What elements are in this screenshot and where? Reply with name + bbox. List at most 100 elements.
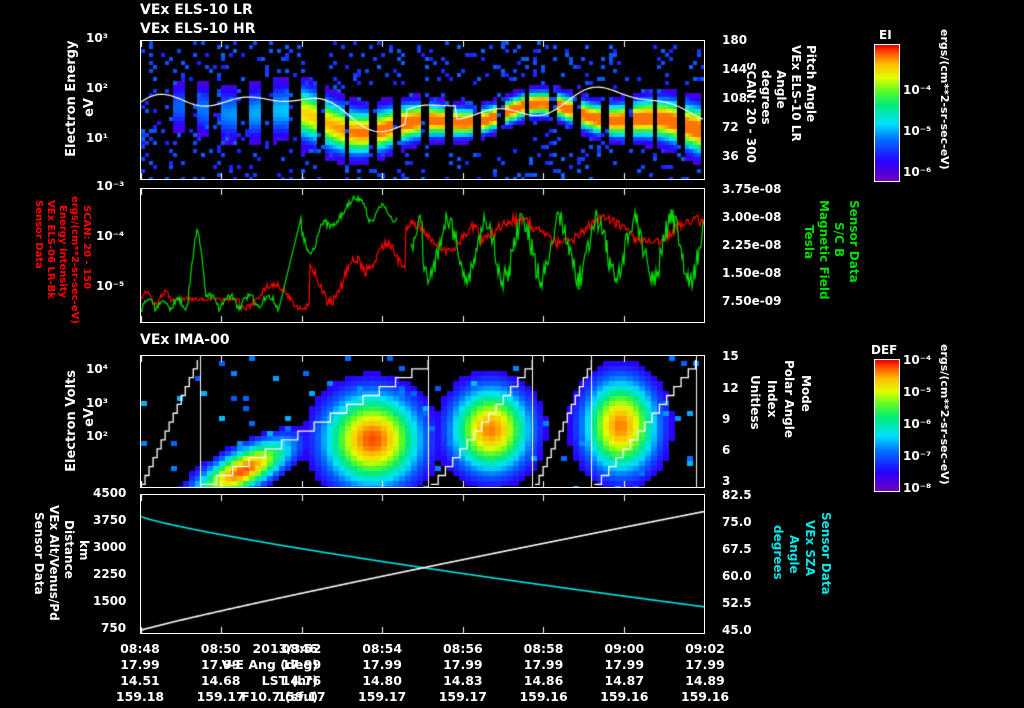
bottom-cell-ve-ang-0: 17.99 xyxy=(120,657,160,672)
bottom-table: 2013/346 V-E Ang (deg) LST (hr) F10.7 (s… xyxy=(0,640,1024,708)
panel4-ytick-3: 2250 xyxy=(93,567,127,581)
bottom-row-label-3: F10.7 (sfu) xyxy=(241,689,318,704)
panel4-y2tick-3: 60.0 xyxy=(722,569,752,583)
panel2-right-axis-label-1: S/C B xyxy=(832,222,846,258)
panel1-colorbar-tick-2: 10⁻⁶ xyxy=(903,165,932,179)
panel3-y2tick-0: 15 xyxy=(722,349,739,363)
panel4-ytick-2: 3000 xyxy=(93,540,127,554)
panel1-colorbar[interactable] xyxy=(874,44,900,182)
panel1-title-lr: VEx ELS-10 LR xyxy=(140,2,253,18)
panel1-right-axis-label-1: VEx ELS-10 LR xyxy=(789,45,803,142)
panel2-left-axis-label-2: Energy Intensity xyxy=(57,205,68,299)
bottom-cell-ve-ang-2: 17.99 xyxy=(281,657,322,672)
panel4-left-axis-label-0: Sensor Data xyxy=(32,512,46,595)
panel4-ytick-0: 4500 xyxy=(93,486,127,500)
panel2-y2tick-3: 1.50e-08 xyxy=(722,266,782,280)
panel1-y2tick-4: 36 xyxy=(722,149,739,163)
panel3-title: VEx IMA-00 xyxy=(140,332,230,348)
bottom-cell-ve-ang-1: 17.99 xyxy=(200,657,241,672)
panel3-colorbar-label: DEF xyxy=(871,343,898,357)
panel3-colorbar[interactable] xyxy=(874,359,900,492)
panel3-colorbar-tick-4: 10⁻⁸ xyxy=(903,481,932,495)
panel4-plot-area[interactable] xyxy=(140,494,705,634)
panel1-plot-area[interactable] xyxy=(140,40,705,180)
panel1-y2tick-3: 72 xyxy=(722,120,739,134)
panel4-y2tick-4: 52.5 xyxy=(722,596,752,610)
panel2-y2tick-0: 3.75e-08 xyxy=(722,182,782,196)
panel4-y2tick-5: 45.0 xyxy=(722,623,752,637)
bottom-cell-f107-6: 159.16 xyxy=(600,689,649,704)
panel2-plot-area[interactable] xyxy=(140,188,705,323)
panel4-right-axis-label-0: Sensor Data xyxy=(819,512,833,595)
panel4-left-axis-label-3: km xyxy=(77,540,91,561)
panel3-ytick-0: 10⁴ xyxy=(86,362,108,376)
panel1-right-axis-label-3: degrees xyxy=(759,70,773,125)
bottom-cell-time-4: 08:56 xyxy=(442,641,483,656)
panel4-right-axis-label-2: Angle xyxy=(787,535,801,574)
bottom-row-label-2: LST (hr) xyxy=(261,673,318,688)
bottom-cell-time-7: 09:02 xyxy=(685,641,725,656)
panel4-right-axis-label-3: degrees xyxy=(771,525,785,580)
bottom-cell-time-1: 08:50 xyxy=(200,641,241,656)
panel1-colorbar-tick-1: 10⁻⁵ xyxy=(903,124,932,138)
panel4-right-axis-label-1: VEx SZA xyxy=(803,520,817,577)
panel1-ytick-2: 10¹ xyxy=(86,131,108,145)
panel1-y2tick-0: 180 xyxy=(722,33,748,47)
panel2-left-axis-label-1: VEx ELS-06 LR-Bk xyxy=(45,200,56,299)
panel2-right-axis-label-2: Magnetic Field xyxy=(817,200,831,300)
panel1-title-hr: VEx ELS-10 HR xyxy=(140,21,256,37)
bottom-cell-ve-ang-3: 17.99 xyxy=(362,657,402,672)
panel3-y2tick-4: 3 xyxy=(722,474,731,488)
panel4-ytick-5: 750 xyxy=(101,621,127,635)
bottom-cell-time-0: 08:48 xyxy=(120,641,160,656)
bottom-cell-lst-7: 14.89 xyxy=(685,673,725,688)
panel3-ytick-1: 10³ xyxy=(86,396,108,410)
panel3-right-axis-label-2: Index xyxy=(765,380,779,418)
bottom-cell-f107-0: 159.18 xyxy=(115,689,165,704)
bottom-cell-f107-3: 159.17 xyxy=(358,689,407,704)
panel1-ytick-0: 10³ xyxy=(86,31,108,45)
bottom-cell-ve-ang-5: 17.99 xyxy=(523,657,564,672)
panel2-y2tick-1: 3.00e-08 xyxy=(722,210,782,224)
bottom-cell-lst-3: 14.80 xyxy=(362,673,402,688)
panel3-y2tick-2: 9 xyxy=(722,412,731,426)
panel2-y2tick-4: 7.50e-09 xyxy=(722,294,782,308)
panel1-right-axis-label-0: Pitch Angle xyxy=(804,45,818,123)
panel1-ytick-1: 10² xyxy=(86,81,108,95)
bottom-cell-lst-2: 14.76 xyxy=(281,673,322,688)
panel4-ytick-4: 1500 xyxy=(93,594,127,608)
panel3-right-axis-label-1: Polar Angle xyxy=(782,360,796,439)
panel2-ytick-1: 10⁻⁴ xyxy=(96,229,125,243)
panel4-y2tick-0: 82.5 xyxy=(722,488,752,502)
bottom-cell-time-3: 08:54 xyxy=(362,641,403,656)
panel1-colorbar-unit: ergs/(cm**2-sr-sec-eV) xyxy=(938,29,951,170)
panel2-ytick-2: 10⁻⁵ xyxy=(96,279,125,293)
bottom-cell-lst-1: 14.68 xyxy=(200,673,241,688)
panel1-right-axis-label-4: SCAN: 20 - 300 xyxy=(744,62,758,163)
panel3-colorbar-tick-2: 10⁻⁶ xyxy=(903,417,932,431)
panel4-y2tick-2: 67.5 xyxy=(722,542,752,556)
panel3-colorbar-tick-0: 10⁻⁴ xyxy=(903,353,932,367)
panel4-ytick-1: 3750 xyxy=(93,513,127,527)
panel2-left-axis-label-3: ergs/(cm**2-sr-sec-eV) xyxy=(69,196,80,324)
bottom-cell-f107-1: 159.17 xyxy=(196,689,245,704)
panel1-y2tick-1: 144 xyxy=(722,62,748,76)
panel3-colorbar-tick-1: 10⁻⁵ xyxy=(903,385,932,399)
bottom-cell-ve-ang-6: 17.99 xyxy=(604,657,645,672)
panel3-plot-area[interactable] xyxy=(140,355,705,488)
panel3-colorbar-unit: ergs/(cm**2-sr-sec-eV) xyxy=(938,344,951,485)
bottom-cell-ve-ang-4: 17.99 xyxy=(443,657,483,672)
panel1-y2tick-2: 108 xyxy=(722,91,748,105)
panel1-left-axis-unit: eV xyxy=(82,98,97,117)
bottom-cell-time-5: 08:58 xyxy=(523,641,564,656)
panel3-colorbar-tick-3: 10⁻⁷ xyxy=(903,449,932,463)
panel3-y2tick-1: 12 xyxy=(722,381,739,395)
panel2-right-axis-label-0: Sensor Data xyxy=(847,200,861,283)
panel4-left-axis-label-1: VEx Alt/Venus/Pd xyxy=(47,505,61,621)
panel2-y2tick-2: 2.25e-08 xyxy=(722,238,782,252)
panel1-right-axis-label-2: Angle xyxy=(774,70,788,109)
panel3-right-axis-label-0: Mode xyxy=(799,375,813,412)
panel4-left-axis-label-2: Distance xyxy=(62,520,76,579)
bottom-cell-f107-4: 159.17 xyxy=(438,689,487,704)
